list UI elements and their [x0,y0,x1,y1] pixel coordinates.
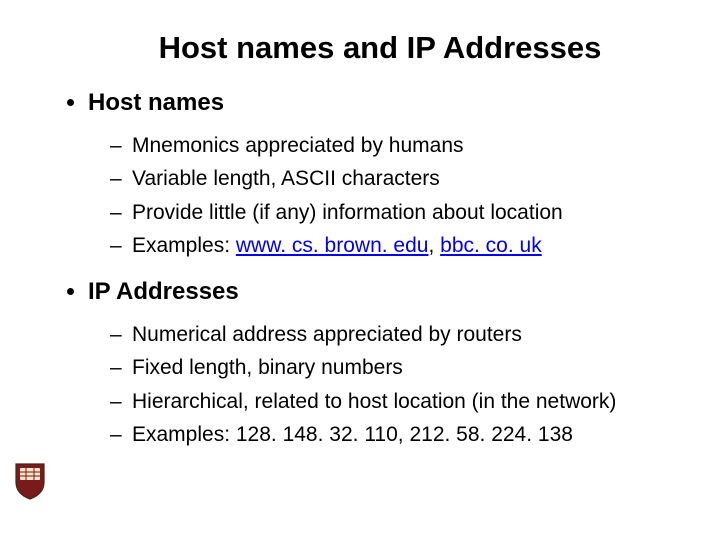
bullet-list-level2: Mnemonics appreciated by humans Variable… [88,132,680,259]
list-item-examples: Examples: www. cs. brown. edu, bbc. co. … [110,232,680,259]
list-item: Variable length, ASCII characters [110,165,680,192]
slide-title: Host names and IP Addresses [40,30,680,66]
bullet-list-level2: Numerical address appreciated by routers… [88,321,680,448]
link-cs-brown[interactable]: www. cs. brown. edu [236,234,429,257]
shield-inner [20,468,40,480]
list-item: Hierarchical, related to host location (… [110,388,680,415]
list-item: Mnemonics appreciated by humans [110,132,680,159]
list-item: Provide little (if any) information abou… [110,199,680,226]
brown-shield-icon [14,460,46,500]
bullet-list-level1: Host names Mnemonics appreciated by huma… [40,88,680,448]
link-separator: , [428,234,440,257]
list-item: Numerical address appreciated by routers [110,321,680,348]
list-item: Fixed length, binary numbers [110,354,680,381]
section-ip-addresses: IP Addresses Numerical address appreciat… [88,277,680,448]
slide: Host names and IP Addresses Host names M… [0,0,720,540]
examples-prefix: Examples: [132,234,236,257]
list-item: Examples: 128. 148. 32. 110, 212. 58. 22… [110,421,680,448]
section-heading: Host names [88,89,224,116]
section-host-names: Host names Mnemonics appreciated by huma… [88,88,680,259]
link-bbc[interactable]: bbc. co. uk [440,234,542,257]
section-heading: IP Addresses [88,278,239,305]
